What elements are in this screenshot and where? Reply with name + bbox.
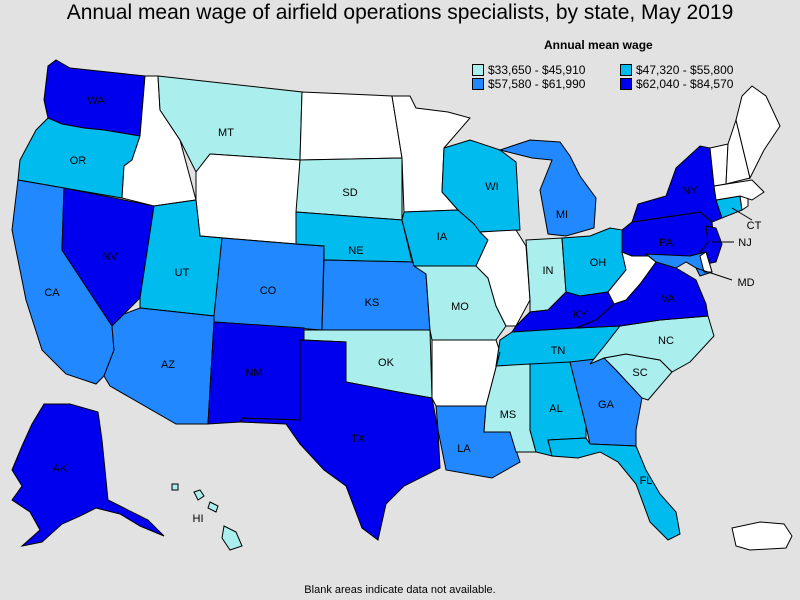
- label-CO: CO: [260, 285, 277, 297]
- label-MI: MI: [556, 209, 568, 221]
- label-HI: HI: [193, 513, 204, 525]
- label-NV: NV: [102, 251, 118, 263]
- legend-label: $33,650 - $45,910: [488, 63, 586, 77]
- label-WA: WA: [87, 95, 105, 107]
- state-MI[interactable]: [498, 139, 597, 237]
- label-GA: GA: [598, 399, 615, 411]
- label-SC: SC: [632, 367, 647, 379]
- leader-line-MD: [695, 267, 733, 281]
- state-DE[interactable]: [699, 251, 713, 273]
- legend-item-tier-3: $57,580 - $61,990: [472, 77, 585, 91]
- state-WY[interactable]: [195, 153, 301, 245]
- state-PR[interactable]: [731, 521, 793, 551]
- label-KY: KY: [573, 309, 588, 321]
- state-AZ[interactable]: [103, 307, 215, 425]
- legend-swatch: [620, 78, 632, 90]
- state-MD[interactable]: [644, 251, 713, 277]
- label-CT: CT: [747, 220, 762, 232]
- label-MS: MS: [500, 409, 517, 421]
- legend-title: Annual mean wage: [544, 38, 653, 52]
- state-ND[interactable]: [299, 91, 403, 161]
- state-AK[interactable]: [11, 403, 165, 547]
- label-OH: OH: [590, 257, 607, 269]
- label-CA: CA: [44, 287, 60, 299]
- state-CO[interactable]: [213, 237, 325, 331]
- hawaii-big-island-shape: [221, 525, 243, 551]
- label-NJ: NJ: [738, 237, 751, 249]
- label-FL: FL: [640, 475, 653, 487]
- label-WI: WI: [485, 181, 498, 193]
- label-IA: IA: [437, 231, 448, 243]
- state-NY[interactable]: [631, 145, 723, 223]
- state-MA[interactable]: [713, 179, 765, 201]
- legend-swatch: [472, 78, 484, 90]
- label-PA: PA: [659, 237, 674, 249]
- label-OR: OR: [70, 155, 87, 167]
- label-VA: VA: [661, 293, 676, 305]
- label-TX: TX: [351, 433, 366, 445]
- state-FL[interactable]: [547, 437, 681, 541]
- legend-label: $57,580 - $61,990: [488, 77, 586, 91]
- label-OK: OK: [378, 357, 395, 369]
- legend-item-tier-1: $33,650 - $45,910: [472, 63, 585, 77]
- legend-swatch: [620, 64, 632, 76]
- label-NY: NY: [682, 185, 698, 197]
- label-AK: AK: [53, 463, 68, 475]
- label-MT: MT: [218, 127, 234, 139]
- label-LA: LA: [457, 443, 471, 455]
- label-AL: AL: [549, 403, 562, 415]
- legend-label: $62,040 - $84,570: [636, 77, 734, 91]
- label-AZ: AZ: [161, 359, 175, 371]
- map-title: Annual mean wage of airfield operations …: [66, 1, 734, 24]
- state-TX[interactable]: [239, 339, 441, 541]
- label-NM: NM: [245, 367, 262, 379]
- state-ME[interactable]: [735, 85, 781, 180]
- label-NE: NE: [348, 245, 363, 257]
- label-TN: TN: [551, 345, 566, 357]
- legend-item-tier-4: $62,040 - $84,570: [620, 77, 733, 91]
- legend-swatch: [472, 64, 484, 76]
- state-HI[interactable]: [171, 483, 243, 551]
- hawaii-island-shape: [207, 501, 219, 513]
- legend-item-tier-2: $47,320 - $55,800: [620, 63, 733, 77]
- label-MO: MO: [451, 301, 469, 313]
- label-SD: SD: [342, 187, 357, 199]
- state-KS[interactable]: [321, 259, 431, 331]
- leader-line-CT: [731, 207, 753, 221]
- footnote: Blank areas indicate data not available.: [304, 584, 496, 596]
- label-KS: KS: [365, 297, 380, 309]
- label-NC: NC: [658, 335, 674, 347]
- label-UT: UT: [175, 267, 190, 279]
- label-MD: MD: [737, 277, 754, 289]
- state-IL[interactable]: [475, 229, 531, 327]
- legend-label: $47,320 - $55,800: [636, 63, 734, 77]
- label-IN: IN: [543, 265, 554, 277]
